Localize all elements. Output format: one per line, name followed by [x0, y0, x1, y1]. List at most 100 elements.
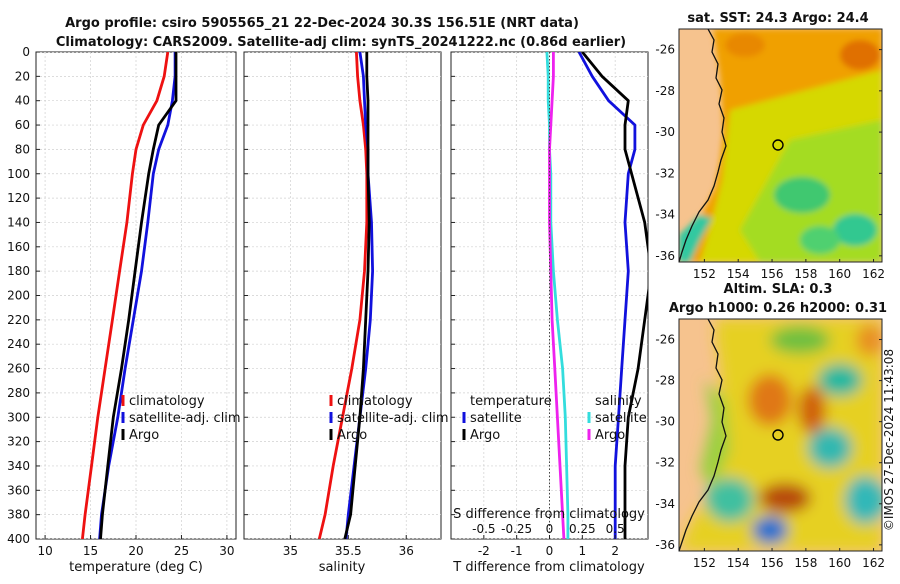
s-diff-tick-label: 0 — [546, 522, 554, 536]
sla-coastline — [679, 319, 727, 551]
sla-map-title-2: Argo h1000: 0.26 h2000: 0.31 — [669, 301, 887, 316]
x-tick-label: 35.5 — [335, 544, 362, 558]
sla-low-anomaly — [770, 326, 830, 354]
depth-tick-label: 40 — [15, 94, 30, 108]
s-diff-tick-label: 0.5 — [606, 522, 625, 536]
sla-map — [679, 319, 882, 551]
depth-tick-label: 80 — [15, 142, 30, 156]
sst-hot-patch — [840, 40, 880, 70]
sla-coastal-band — [700, 380, 730, 490]
map-lat-tick-label: -36 — [655, 538, 675, 552]
sla-low-anomaly — [752, 516, 788, 544]
legend-label-climatology: climatology — [129, 394, 205, 409]
legend-label-t-argo: Argo — [470, 428, 500, 443]
depth-tick-label: 20 — [15, 69, 30, 83]
map-lon-tick-label: 162 — [862, 267, 885, 281]
x-tick-label: 0 — [546, 544, 554, 558]
s-diff-tick-label: 0.25 — [569, 522, 596, 536]
map-lat-tick-label: -28 — [655, 84, 675, 98]
map-lat-tick-label: -32 — [655, 166, 675, 180]
x-tick-label: 30 — [219, 544, 234, 558]
x-tick-label: 35 — [283, 544, 298, 558]
t-difference-xlabel: T difference from climatology — [452, 560, 645, 575]
x-tick-label: -2 — [478, 544, 490, 558]
map-lon-tick-label: 152 — [693, 556, 716, 570]
depth-tick-label: 260 — [7, 362, 30, 376]
depth-tick-label: 160 — [7, 240, 30, 254]
x-tick-label: -1 — [511, 544, 523, 558]
depth-tick-label: 0 — [22, 45, 30, 59]
sst-cool-patch — [833, 214, 877, 246]
depth-tick-label: 180 — [7, 264, 30, 278]
salinity-xlabel: salinity — [319, 560, 366, 575]
legend-label-s-argo: Argo — [595, 428, 625, 443]
x-tick-label: 20 — [128, 544, 143, 558]
legend-title-salinity: salinity — [595, 394, 642, 409]
series-line-s-argo — [548, 52, 566, 539]
sla-high-anomaly — [759, 483, 811, 513]
series-line-argo — [343, 52, 371, 539]
sst-cool-patch — [774, 177, 830, 213]
map-lon-tick-label: 158 — [794, 267, 817, 281]
map-lon-tick-label: 156 — [761, 267, 784, 281]
depth-tick-label: 340 — [7, 459, 30, 473]
sla-map-frame — [678, 318, 883, 552]
sla-argo-position — [772, 429, 784, 441]
map-lat-tick-label: -32 — [655, 456, 675, 470]
map-lat-tick-label: -28 — [655, 374, 675, 388]
figure-title-line2: Climatology: CARS2009. Satellite-adj cli… — [56, 35, 626, 50]
depth-tick-label: 60 — [15, 118, 30, 132]
depth-tick-label: 300 — [7, 410, 30, 424]
sst-argo-position — [772, 139, 784, 151]
map-lon-tick-label: 154 — [727, 267, 750, 281]
map-lon-tick-label: 156 — [761, 556, 784, 570]
s-diff-tick-label: -0.5 — [472, 522, 495, 536]
imos-credit: ©IMOS 27-Dec-2024 11:43:08 — [882, 349, 896, 531]
series-line-argo — [99, 52, 178, 539]
x-tick-label: 36 — [399, 544, 414, 558]
depth-tick-label: 220 — [7, 313, 30, 327]
sst-hot-patch — [725, 33, 765, 57]
legend-label-argo: Argo — [337, 428, 367, 443]
series-line-t-argo — [581, 52, 648, 539]
series-line-climatology — [81, 52, 170, 539]
sst-map-frame — [678, 28, 883, 263]
s-difference-xlabel: S difference from climatology — [453, 507, 645, 522]
map-lat-tick-label: -36 — [655, 249, 675, 263]
series-line-climatology — [317, 52, 369, 539]
map-lat-tick-label: -26 — [655, 43, 675, 57]
legend-label-satellite: satellite-adj. clim — [129, 411, 241, 426]
x-tick-label: 1 — [579, 544, 587, 558]
sla-low-anomaly — [845, 476, 882, 524]
legend-label-t-satellite: satellite — [470, 411, 522, 426]
series-line-t-satellite — [577, 52, 637, 539]
depth-tick-label: 140 — [7, 215, 30, 229]
s-diff-tick-label: -0.25 — [501, 522, 532, 536]
sla-low-anomaly — [818, 364, 862, 396]
map-lon-tick-label: 152 — [693, 267, 716, 281]
depth-tick-label: 380 — [7, 508, 30, 522]
figure-title-line1: Argo profile: csiro 5905565_21 22-Dec-20… — [65, 16, 579, 31]
temperature-xlabel: temperature (deg C) — [69, 560, 203, 575]
salinity-legend: climatology satellite-adj. clim Argo — [329, 394, 449, 443]
map-lat-tick-label: -30 — [655, 415, 675, 429]
temperature-legend: climatology satellite-adj. clim Argo — [121, 394, 241, 443]
map-lon-tick-label: 160 — [828, 556, 851, 570]
map-lat-tick-label: -26 — [655, 333, 675, 347]
depth-tick-label: 240 — [7, 337, 30, 351]
sst-coastal-cool — [679, 215, 712, 262]
map-lat-tick-label: -34 — [655, 208, 675, 222]
map-lat-tick-label: -34 — [655, 497, 675, 511]
depth-tick-label: 280 — [7, 386, 30, 400]
map-lon-tick-label: 160 — [828, 267, 851, 281]
depth-tick-label: 200 — [7, 289, 30, 303]
series-line-s-satellite — [545, 52, 570, 539]
legend-label-satellite: satellite-adj. clim — [337, 411, 449, 426]
sla-high-anomaly — [798, 386, 826, 434]
sst-map-title: sat. SST: 24.3 Argo: 24.4 — [687, 11, 868, 26]
depth-tick-label: 320 — [7, 435, 30, 449]
sla-low-anomaly — [808, 428, 852, 468]
x-tick-label: 10 — [37, 544, 52, 558]
sst-map — [679, 29, 882, 262]
